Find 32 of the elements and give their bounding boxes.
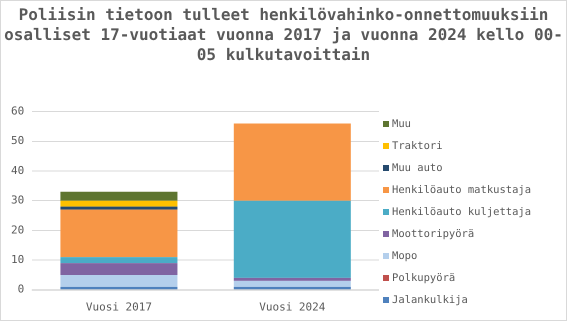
y-tick-label: 50 — [10, 134, 24, 148]
y-tick-label: 0 — [18, 282, 24, 296]
bar — [234, 200, 351, 278]
y-tick-label: 60 — [10, 104, 24, 118]
legend-label: Henkilöauto kuljettaja — [392, 206, 532, 218]
y-tick-label: 40 — [10, 164, 24, 177]
bar — [60, 286, 178, 290]
legend-label: Muu — [392, 118, 411, 130]
bar — [60, 206, 178, 210]
bar — [234, 280, 351, 287]
legend-label: Muu auto — [392, 162, 443, 174]
legend-label: Jalankulkija — [392, 294, 468, 306]
legend-label: Henkilöauto matkustaja — [392, 184, 532, 196]
bar — [234, 286, 351, 290]
bar — [60, 263, 178, 275]
bar — [60, 210, 178, 258]
legend-label: Polkupyörä — [392, 272, 456, 284]
bar — [60, 274, 178, 287]
y-tick-label: 20 — [10, 223, 24, 236]
x-tick-label: Vuosi 2017 — [86, 300, 152, 314]
legend-label: Traktori — [392, 140, 443, 152]
chart-title: Poliisin tietoon tulleet henkilövahinko-onnettomuuksiin osalliset 17-vuotiaat vuonna 2017 ja vuonna 2024 kello 00-05 kulkutavoittain — [3, 5, 564, 65]
bar — [60, 257, 178, 264]
y-tick-label: 30 — [10, 194, 24, 207]
bar — [60, 200, 178, 207]
legend-label: Mopo — [392, 250, 418, 262]
legend-label: Moottoripyörä — [392, 228, 474, 240]
bar — [234, 123, 351, 201]
x-tick-label: Vuosi 2024 — [259, 300, 326, 314]
bar — [234, 278, 351, 281]
bar — [60, 192, 178, 201]
y-tick-label: 10 — [10, 252, 24, 266]
